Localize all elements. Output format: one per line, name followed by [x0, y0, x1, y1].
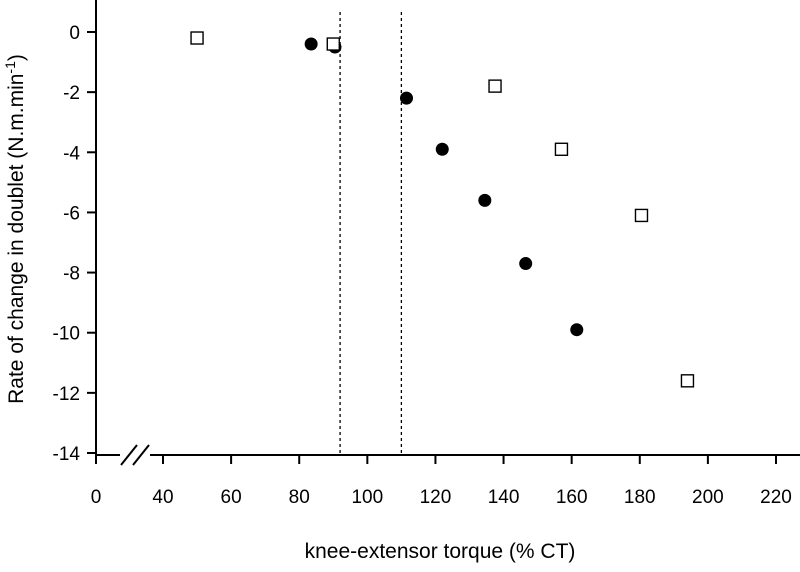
y-axis-ticks: 0 -2 -4 -6 -8 -10 -12 -14 [53, 23, 96, 465]
data-point-open-square [554, 142, 569, 156]
axes [95, 0, 800, 466]
data-point-open-square [634, 208, 649, 223]
data-point-filled-circle [304, 37, 318, 51]
x-tick-label: 160 [556, 487, 588, 508]
x-axis-title: knee-extensor torque (% CT) [305, 540, 576, 563]
data-point-filled-circle [519, 257, 533, 271]
y-axis-title-close: ) [5, 54, 28, 61]
y-axis-title-main: Rate of change in doublet (N.m.min [5, 74, 28, 404]
x-tick-label: 0 [91, 487, 102, 508]
x-tick-label: 100 [351, 487, 383, 508]
y-tick-label: -8 [63, 264, 80, 285]
data-point-open-square [488, 79, 502, 93]
y-tick-label: -10 [53, 324, 80, 345]
x-tick-label: 60 [221, 487, 242, 508]
x-tick-label: 200 [692, 487, 724, 508]
y-tick-label: -4 [63, 143, 80, 164]
y-tick-label: -12 [53, 384, 80, 405]
x-tick-label: 220 [760, 487, 792, 508]
reference-lines [339, 12, 403, 455]
axis-break-mark [120, 444, 150, 466]
data-point-open-square [326, 37, 340, 51]
data-point-open-square [190, 31, 204, 45]
data-point-filled-circle [478, 193, 492, 207]
y-axis-title-superscript: -1 [2, 61, 18, 74]
data-point-filled-circle [399, 91, 413, 105]
x-axis-ticks: 0 40 60 80 100 120 140 160 180 200 220 [91, 455, 792, 508]
x-tick-label: 140 [488, 487, 520, 508]
x-tick-label: 120 [420, 487, 452, 508]
data-point-filled-circle [570, 323, 584, 337]
data-point-open-square [680, 374, 695, 388]
y-tick-label: -14 [53, 444, 81, 465]
y-tick-label: -6 [63, 203, 80, 224]
x-tick-label: 80 [289, 487, 310, 508]
x-tick-label: 40 [152, 487, 173, 508]
y-axis-title: Rate of change in doublet (N.m.min-1) [2, 54, 28, 404]
x-tick-label: 180 [624, 487, 656, 508]
y-tick-label: -2 [63, 83, 80, 104]
data-point-filled-circle [435, 142, 449, 156]
y-tick-label: 0 [69, 23, 80, 44]
data-points [190, 31, 695, 388]
